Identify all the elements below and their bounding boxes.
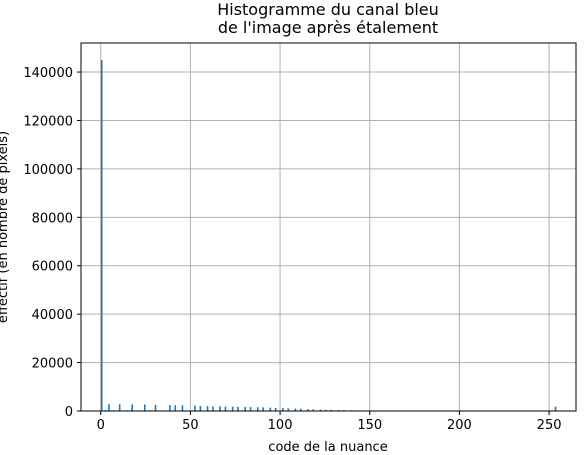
x-axis-ticks: 0 50 100 150 200 250 [97,411,562,433]
histogram-bar [307,409,309,411]
y-tick-label: 120000 [23,114,73,129]
histogram-bar [300,408,302,411]
y-tick-label: 140000 [23,66,73,81]
histogram-bar [212,406,214,411]
x-tick-label: 100 [268,418,293,433]
histogram-bar [219,406,221,411]
plot-frame [80,42,577,412]
histogram-bar [287,408,290,411]
histogram-bar [154,404,157,411]
histogram-bar [169,404,171,411]
y-axis-label: effectif (en nombre de pixels) [0,131,11,323]
histogram-bar [181,405,184,411]
histogram-bar [108,404,110,411]
histogram-bar [282,408,284,411]
histogram-bar [256,407,259,411]
histogram-bar [237,406,239,411]
y-tick-label: 0 [65,405,73,420]
histogram-bar [131,404,134,411]
histogram-bar [330,409,333,411]
histogram-bar [231,406,234,411]
histogram-bar [194,405,196,411]
histogram-bar [325,409,327,411]
histogram-bar [224,406,227,411]
x-tick-label: 150 [357,418,382,433]
chart-title-line-2: de l'image après étalement [218,18,438,37]
y-tick-label: 60000 [32,260,73,275]
histogram-bar [174,405,177,411]
histogram-bar [262,407,264,411]
y-axis-ticks: 0 20000 40000 60000 80000 100000 120000 140000 [23,66,81,420]
histogram-bar [294,408,297,411]
y-tick-label: 100000 [23,163,73,178]
x-axis-label: code de la nuance [268,440,387,455]
histogram-bar [199,405,202,411]
x-tick-label: 200 [447,418,472,433]
y-tick-label: 20000 [32,357,73,372]
histogram-bar [269,407,272,411]
histogram-bar [100,59,103,412]
bars [100,59,557,412]
histogram-bar [206,406,209,411]
histogram-bar [274,407,277,411]
histogram-bar [249,407,252,411]
histogram-bar [244,406,247,411]
y-tick-label: 80000 [32,211,73,226]
histogram-bar [319,409,322,411]
y-tick-label: 40000 [32,308,73,323]
histogram-bar [118,404,121,411]
histogram-bar [554,406,557,411]
histogram-bar [143,404,146,411]
chart-title-line-1: Histogramme du canal bleu [217,0,439,19]
x-tick-label: 0 [97,418,105,433]
histogram-bar [312,409,315,411]
x-tick-label: 250 [537,418,562,433]
x-tick-label: 50 [182,418,199,433]
grid [81,43,576,412]
